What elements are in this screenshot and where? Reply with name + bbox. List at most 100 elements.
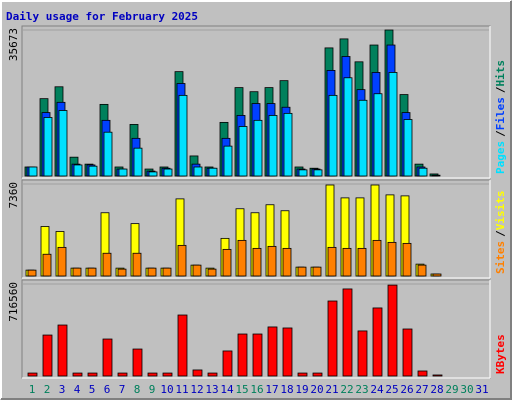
bar: [27, 269, 37, 277]
legend: KBytes: [494, 334, 507, 374]
bar: [162, 372, 173, 377]
x-tick-label: 20: [310, 383, 323, 396]
x-tick-label: 22: [340, 383, 353, 396]
bar: [373, 93, 383, 177]
x-tick-label: 26: [400, 383, 413, 396]
bar: [312, 266, 322, 277]
bar: [162, 267, 172, 277]
bar: [327, 246, 337, 277]
x-tick-label: 2: [44, 383, 51, 396]
bar: [387, 241, 397, 277]
bar: [118, 168, 128, 177]
bar: [417, 264, 427, 277]
bar: [358, 99, 368, 177]
x-tick-label: 13: [205, 383, 218, 396]
bar: [87, 372, 98, 377]
bar: [432, 273, 442, 277]
bar: [252, 333, 263, 377]
x-tick-label: 16: [250, 383, 263, 396]
x-tick-label: 28: [430, 383, 443, 396]
legend-separator: /: [494, 230, 507, 237]
bar: [432, 374, 443, 377]
bar: [417, 370, 428, 377]
bar: [267, 245, 277, 277]
bar: [237, 333, 248, 377]
x-tick-label: 18: [280, 383, 293, 396]
bar: [117, 372, 128, 377]
bar: [268, 115, 278, 177]
x-tick-label: 10: [160, 383, 173, 396]
legend-entry: Hits: [494, 60, 507, 87]
x-tick-label: 5: [89, 383, 96, 396]
y-tick-label: 35673: [7, 28, 20, 61]
legend: Sites /Visits: [494, 191, 507, 275]
legend-separator: /: [494, 86, 507, 93]
x-tick-label: 1: [29, 383, 36, 396]
bar: [133, 147, 143, 177]
bar: [117, 268, 127, 277]
x-tick-label: 23: [355, 383, 368, 396]
x-tick-label: 4: [74, 383, 81, 396]
x-tick-label: 12: [190, 383, 203, 396]
bar: [223, 145, 233, 177]
bar: [192, 264, 202, 277]
legend-entry: Pages: [494, 141, 507, 174]
bar: [357, 330, 368, 377]
bar: [403, 119, 413, 177]
bar: [43, 117, 53, 177]
bar: [27, 372, 38, 377]
bar: [328, 94, 338, 177]
bar: [222, 248, 232, 277]
bar: [132, 252, 142, 277]
bar: [252, 247, 262, 277]
bar: [132, 348, 143, 377]
bar: [222, 350, 233, 377]
legend-entry: Visits: [494, 191, 507, 231]
bar: [57, 246, 67, 277]
bar: [238, 126, 248, 177]
bar: [387, 284, 398, 377]
x-tick-label: 31: [475, 383, 488, 396]
bar: [312, 372, 323, 377]
bar: [313, 169, 323, 177]
x-tick-label: 21: [325, 383, 338, 396]
bar: [267, 326, 278, 377]
bar: [237, 239, 247, 277]
x-tick-label: 11: [175, 383, 188, 396]
bar: [163, 168, 173, 177]
legend-entry: Sites: [494, 241, 507, 274]
y-tick-label: 716560: [7, 282, 20, 322]
x-tick-label: 7: [119, 383, 126, 396]
legend-entry: Files: [494, 97, 507, 130]
bar: [58, 110, 68, 177]
bar: [192, 369, 203, 377]
bar: [357, 247, 367, 277]
x-tick-label: 15: [235, 383, 248, 396]
bar: [88, 165, 98, 177]
bar: [388, 72, 398, 177]
bar: [207, 268, 217, 277]
x-tick-label: 8: [134, 383, 141, 396]
bar: [297, 372, 308, 377]
bar: [402, 242, 412, 277]
bar: [418, 167, 428, 177]
x-tick-label: 29: [445, 383, 458, 396]
bar: [147, 372, 158, 377]
x-tick-label: 6: [104, 383, 111, 396]
bar: [297, 266, 307, 277]
bar: [42, 334, 53, 377]
bar: [103, 131, 113, 177]
x-tick-label: 30: [460, 383, 473, 396]
bar: [178, 94, 188, 177]
bar: [327, 300, 338, 377]
bar: [342, 247, 352, 277]
legend-entry: KBytes: [494, 334, 507, 374]
bar: [72, 372, 83, 377]
bar: [193, 166, 203, 177]
bar: [343, 77, 353, 177]
legend-separator: /: [494, 130, 507, 137]
bar: [207, 372, 218, 377]
bar: [282, 247, 292, 277]
